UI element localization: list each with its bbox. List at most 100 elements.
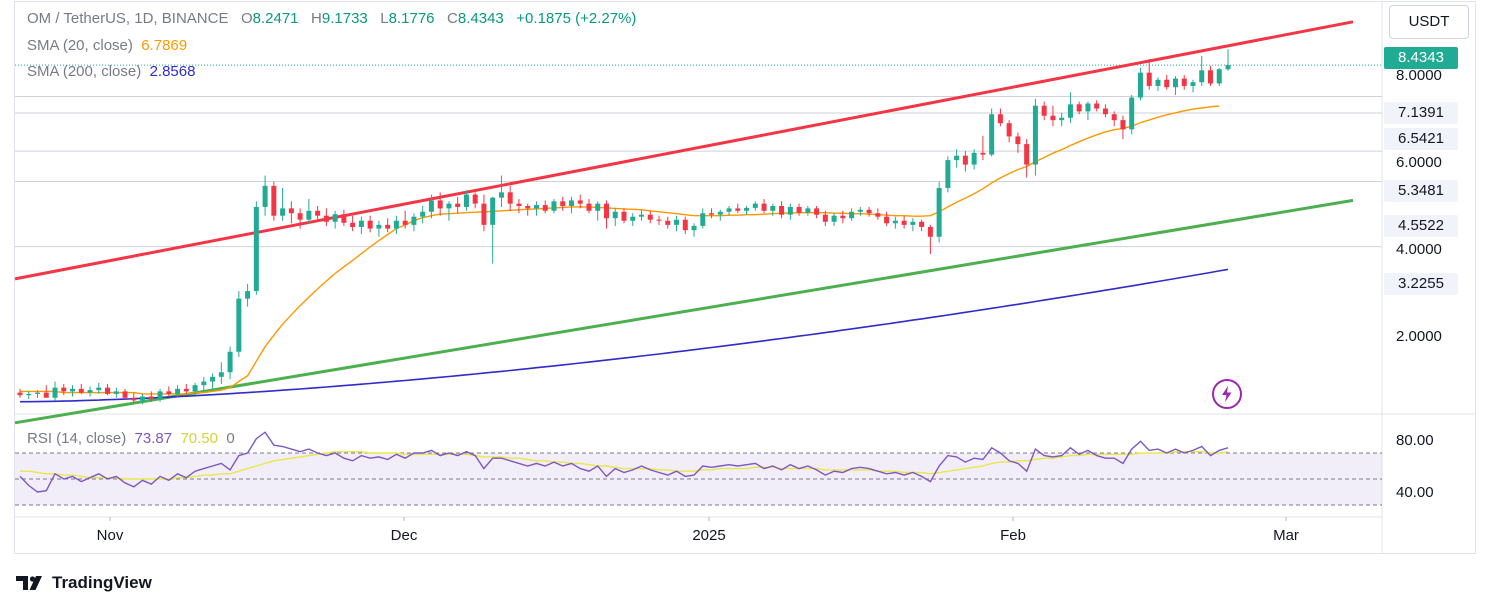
sma200-legend[interactable]: SMA (200, close) 2.8568 <box>27 63 195 80</box>
tradingview-icon <box>16 576 42 590</box>
candle <box>603 203 609 219</box>
time-axis-label: Feb <box>1000 527 1026 544</box>
candle <box>52 387 58 398</box>
candle <box>533 205 539 209</box>
sma200-value: 2.8568 <box>149 63 196 80</box>
candle <box>849 211 855 219</box>
rsi-axis-label: 40.00 <box>1396 484 1434 501</box>
candle <box>437 200 443 209</box>
candle <box>428 200 434 212</box>
candle <box>481 203 487 225</box>
time-axis-label: Dec <box>390 527 418 544</box>
candle <box>35 392 41 394</box>
candle <box>1085 103 1091 112</box>
candle <box>744 207 750 211</box>
support-trendline <box>14 198 1354 425</box>
candle <box>262 185 268 207</box>
candle <box>822 214 828 222</box>
candle <box>656 219 662 221</box>
candle <box>420 211 426 217</box>
candle <box>586 203 592 211</box>
candle <box>61 387 67 392</box>
candle <box>271 185 277 216</box>
candle <box>455 203 461 207</box>
level-tag: 5.3481 <box>1384 180 1458 202</box>
candle <box>1146 72 1152 86</box>
candle <box>805 208 811 213</box>
candle <box>1207 70 1213 84</box>
candle <box>183 388 189 392</box>
symbol-legend: OM / TetherUS, 1D, BINANCE O8.2471 H9.17… <box>27 10 636 27</box>
alert-bolt-button[interactable] <box>1212 379 1242 409</box>
last-price-tag: 8.4343 <box>1384 47 1458 69</box>
candle <box>332 214 338 222</box>
candle <box>787 206 793 215</box>
candle <box>971 152 977 165</box>
sma20-value: 6.7869 <box>141 37 188 54</box>
high-value: 9.1733 <box>321 10 368 27</box>
candle <box>446 203 452 209</box>
sma20-label: SMA (20, close) <box>27 37 133 54</box>
candle <box>1225 65 1231 70</box>
candle <box>936 187 942 237</box>
candle <box>752 203 758 208</box>
candle <box>1024 144 1030 165</box>
open-label: O <box>240 10 253 27</box>
candle <box>253 206 259 292</box>
rsi-extra-value: 0 <box>226 430 235 447</box>
rsi-line <box>19 431 1229 493</box>
candle <box>674 219 680 225</box>
tradingview-logo[interactable]: TradingView <box>16 573 152 593</box>
sma20-legend[interactable]: SMA (20, close) 6.7869 <box>27 37 187 54</box>
candle <box>148 396 154 400</box>
symbol-title: OM / TetherUS, 1D, BINANCE <box>27 10 229 27</box>
open-value: 8.2471 <box>252 10 299 27</box>
candle <box>43 392 49 398</box>
candle <box>280 208 286 216</box>
candle <box>542 205 548 211</box>
candle <box>595 203 601 211</box>
candle <box>726 208 732 212</box>
candle <box>901 220 907 225</box>
candle <box>962 155 968 165</box>
candle <box>796 206 802 213</box>
candle <box>700 213 706 226</box>
candle <box>919 221 925 227</box>
candle <box>717 211 723 215</box>
candle <box>1129 97 1135 130</box>
close-label: C <box>447 10 458 27</box>
candle <box>1172 78 1178 88</box>
rsi-legend[interactable]: RSI (14, close) 73.87 70.50 0 <box>27 430 235 447</box>
candle <box>490 197 496 225</box>
candle <box>954 155 960 161</box>
candle <box>341 214 347 223</box>
candle <box>884 216 890 224</box>
sma20-line <box>20 105 1220 395</box>
candle <box>472 194 478 204</box>
candle <box>306 210 312 220</box>
price-axis-label: 8.0000 <box>1396 67 1442 84</box>
candle <box>1199 70 1205 83</box>
candle <box>516 203 522 206</box>
candle <box>113 391 119 394</box>
candle <box>288 208 294 214</box>
candle <box>814 208 820 215</box>
level-tag: 6.5421 <box>1384 128 1458 150</box>
candle <box>980 152 986 155</box>
rsi-label: RSI (14, close) <box>27 430 127 447</box>
candle <box>218 372 224 377</box>
candle <box>840 215 846 219</box>
candle <box>376 224 382 229</box>
rsi-ma-line <box>20 451 1229 480</box>
price-axis-label: 2.0000 <box>1396 328 1442 345</box>
candle <box>551 201 557 211</box>
candle <box>297 213 303 220</box>
candle <box>1032 105 1038 165</box>
candle <box>910 221 916 225</box>
currency-button[interactable]: USDT <box>1389 5 1469 39</box>
candle <box>1137 72 1143 98</box>
candle <box>892 220 898 224</box>
candle <box>210 376 216 382</box>
candle <box>402 220 408 225</box>
